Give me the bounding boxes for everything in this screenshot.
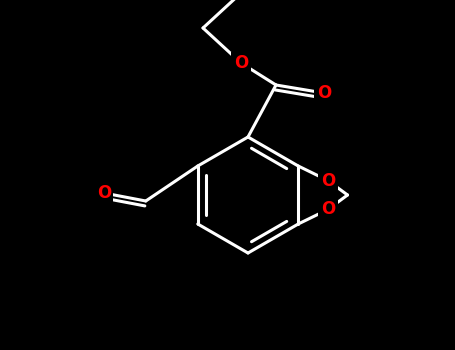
Text: O: O <box>96 184 111 202</box>
Text: O: O <box>234 54 248 72</box>
Text: O: O <box>321 172 335 189</box>
Text: O: O <box>317 84 331 102</box>
Text: O: O <box>321 201 335 218</box>
